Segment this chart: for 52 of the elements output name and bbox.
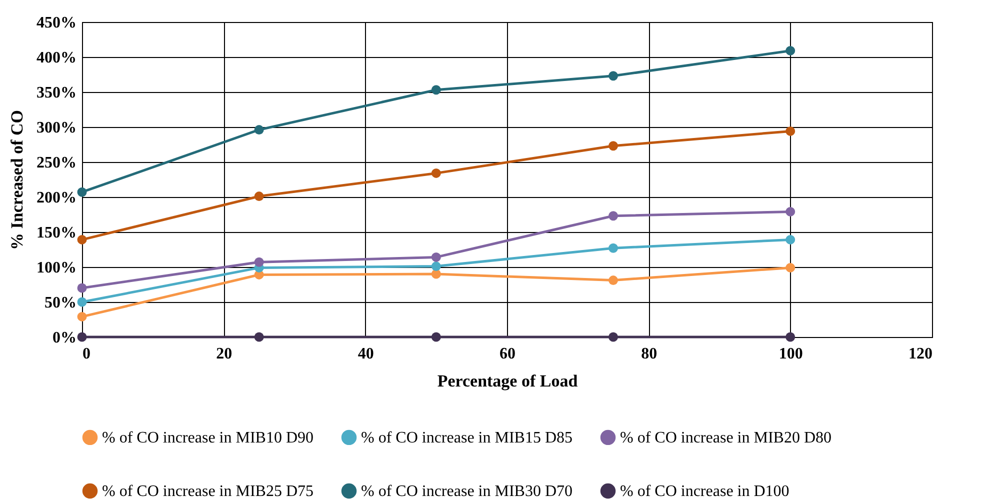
x-tick-label: 80	[641, 346, 658, 362]
point	[608, 276, 618, 286]
x-axis-title: Percentage of Load	[437, 372, 578, 390]
y-tick-label: 150%	[36, 224, 76, 242]
y-tick-label: 250%	[36, 154, 76, 172]
y-tick-label: 300%	[36, 120, 76, 136]
y-axis-title: % Increased of CO	[8, 110, 26, 250]
point	[786, 46, 796, 56]
y-tick-label: 0%	[52, 330, 76, 346]
legend-label: % of CO increase in MIB15 D85	[361, 429, 573, 446]
y-tick-label: 450%	[36, 14, 76, 32]
point	[431, 85, 441, 95]
y-tick-label: 100%	[36, 260, 76, 276]
point	[608, 71, 618, 81]
legend-label: % of CO increase in D100	[620, 483, 790, 500]
point	[77, 332, 87, 342]
x-tick-label: 60	[500, 346, 516, 362]
point	[431, 262, 441, 272]
point	[431, 168, 441, 178]
point	[254, 332, 264, 342]
x-tick-label: 40	[358, 346, 374, 362]
y-tick-label: 400%	[36, 50, 76, 66]
x-tick-label: 0	[82, 346, 90, 362]
point	[786, 262, 796, 272]
legend-label: % of CO increase in MIB25 D75	[102, 483, 314, 500]
x-tick-label: 100	[778, 346, 803, 362]
x-tick-label: 120	[908, 346, 932, 362]
point	[254, 257, 264, 267]
point	[786, 234, 796, 244]
point	[77, 187, 87, 197]
point	[77, 234, 87, 244]
point	[77, 297, 87, 307]
legend-label: % of CO increase in MIB20 D80	[620, 429, 832, 446]
point	[254, 125, 264, 135]
legend-label: % of CO increase in MIB30 D70	[361, 483, 573, 500]
point	[77, 283, 87, 293]
point	[786, 126, 796, 136]
point	[254, 192, 264, 202]
point	[608, 141, 618, 151]
x-tick-label: 20	[216, 346, 232, 362]
point	[608, 211, 618, 221]
y-tick-label: 50%	[44, 294, 76, 312]
y-tick-label: 350%	[36, 84, 76, 102]
point	[786, 206, 796, 216]
point	[786, 332, 796, 342]
point	[77, 312, 87, 322]
point	[431, 252, 441, 262]
point	[608, 332, 618, 342]
point	[431, 332, 441, 342]
point	[608, 243, 618, 253]
legend-label: % of CO increase in MIB10 D90	[102, 429, 314, 446]
y-tick-label: 200%	[36, 190, 76, 206]
